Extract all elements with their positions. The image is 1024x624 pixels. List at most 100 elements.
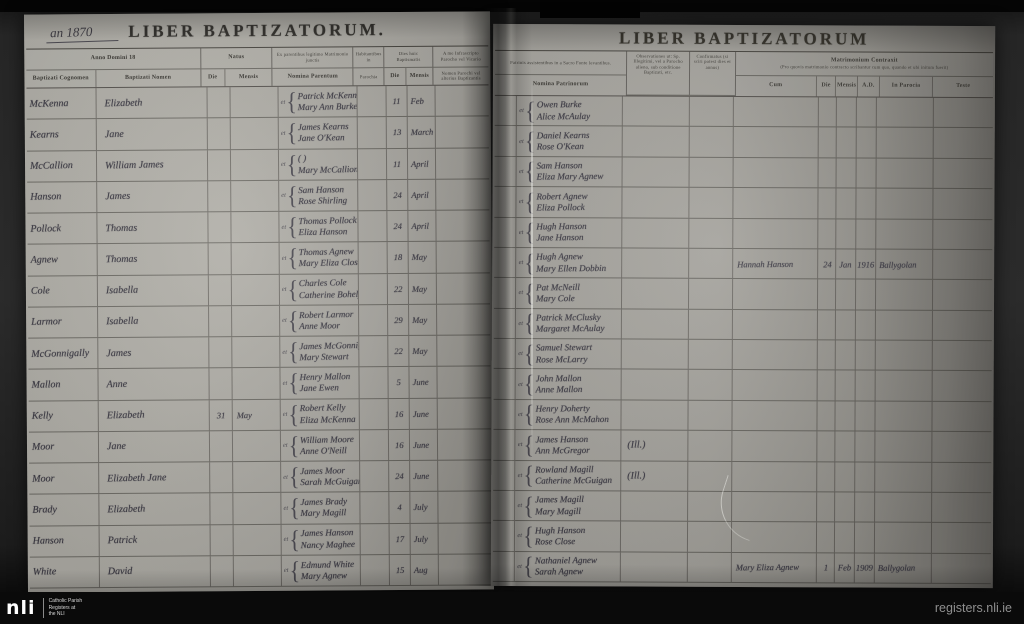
marriage-die-cell (818, 309, 837, 340)
sponsor1-text: John Mallon (535, 372, 582, 384)
marriage-parocia-cell: Ballygolan (874, 553, 932, 583)
marriage-teste-cell (931, 523, 991, 553)
baptism-mensis-text: June (413, 470, 430, 482)
brace-glyph: { (289, 493, 300, 522)
site-url-text: registers.nli.ie (934, 601, 1012, 615)
sponsor-row: et { Hugh Hanson Rose Close (492, 521, 992, 554)
natus-mensis-cell (231, 211, 280, 243)
sponsor2-text: Rose O'Kean (536, 141, 584, 152)
natus-die-cell (209, 274, 233, 306)
marriage-parocia-cell (876, 219, 933, 249)
marriage-parocia-cell (876, 127, 934, 158)
marriage-spouse-text: Mary Eliza Agnew (735, 562, 799, 573)
parents-cell: et { Thomas Pollock Eliza Hanson (279, 211, 359, 243)
sponsors-cell: et { James Magill Mary Magill (515, 490, 622, 521)
sponsor2-text: Jane Hanson (535, 232, 584, 243)
marriage-parocia-cell (875, 340, 933, 371)
et-mark: et (518, 350, 523, 358)
baptism-die-text: 22 (393, 283, 403, 294)
et-mark: et (518, 259, 524, 267)
priest-cell (436, 148, 489, 179)
surname-cell: McCallion (26, 150, 98, 182)
habitatio-cell (360, 523, 391, 555)
sponsors-cell: et { Owen Burke Alice McAulay (517, 96, 624, 126)
natus-mensis-cell (232, 274, 281, 305)
surname-text: Brady (32, 504, 58, 516)
given-name-text: David (108, 566, 133, 578)
surname-text: Kelly (31, 410, 54, 422)
marriage-mensis-cell (835, 522, 856, 553)
confirmatus-cell (687, 491, 732, 522)
surname-text: Kearns (29, 129, 59, 141)
marriage-ad-cell (855, 310, 877, 340)
baptism-row: Hanson Patrick et { James Hanson (29, 522, 492, 558)
baptism-die-cell: 11 (387, 148, 409, 179)
left-table-header: Anno Domini 18 Baptizati Cognomen Baptiz… (26, 46, 489, 89)
marriage-ad-cell (856, 279, 877, 310)
marriage-die-text: 1 (823, 562, 828, 573)
marriage-mensis-cell (835, 340, 856, 370)
baptism-row: Pollock Thomas et { Thomas Pollock (27, 210, 490, 245)
right-page: LIBER BAPTIZATORUM Patrinis assistentibu… (490, 23, 996, 589)
marriage-ad-cell (855, 401, 876, 431)
habitatio-cell (359, 492, 390, 523)
natus-mensis-cell (232, 243, 280, 274)
given-name-cell: Jane (99, 431, 211, 463)
baptism-mensis-cell: April (408, 179, 437, 210)
habitatio-cell (358, 304, 389, 336)
surname-text: Hanson (32, 535, 64, 547)
right-page-title: LIBER BAPTIZATORUM (618, 28, 870, 49)
baptism-mensis-cell: June (409, 398, 438, 429)
mother-name-text: Jane Ewen (299, 382, 340, 394)
natus-die-cell (208, 243, 233, 274)
marriage-parocia-cell (875, 522, 932, 553)
baptism-mensis-text: April (411, 189, 430, 200)
sponsor2-text: Eliza Pollock (536, 201, 585, 213)
marriage-teste-cell (933, 250, 993, 280)
header-parents-sub: Nomina Parentum (287, 73, 338, 80)
baptism-row: Agnew Thomas et { Thomas Agnew (27, 241, 490, 277)
sponsor2-text: Mary Magill (534, 505, 581, 516)
confirmatus-cell (687, 552, 732, 582)
marriage-die-cell (819, 97, 837, 127)
sponsor-row: et { Nathaniel Agnew Sarah Agnew (492, 551, 991, 585)
mother-name-text: Mary Ann Burke (297, 101, 358, 113)
marriage-teste-cell (932, 280, 992, 310)
brace-glyph: { (524, 278, 535, 307)
parents-cell: et { Edmund White Mary Agnew (281, 555, 361, 586)
marriage-mensis-text: Feb (837, 562, 852, 573)
marriage-mensis-cell (835, 310, 857, 340)
marriage-ad-cell (856, 188, 877, 219)
father-name-text: Charles Cole (299, 277, 347, 289)
mother-name-text: Anne O'Neill (300, 444, 348, 456)
parents-cell: et { James Moor Sarah McGuigan (281, 461, 360, 493)
mother-name-text: Catherine Bohely (299, 288, 359, 300)
natus-mensis-cell (232, 336, 281, 368)
marriage-spouse-cell (731, 431, 818, 461)
confirmatus-cell (689, 127, 734, 157)
given-name-cell: James (98, 337, 210, 369)
entry-number-cell (493, 369, 517, 399)
baptism-die-text: 24 (395, 471, 404, 482)
marriage-parocia-cell (875, 462, 932, 492)
baptism-die-text: 18 (393, 252, 403, 263)
priest-cell (436, 117, 489, 148)
parents-cell: et { Sam Hanson Rose Shirling (279, 180, 358, 211)
baptism-row: Hanson James et { Sam Hanson (27, 179, 490, 214)
brace-glyph: { (289, 524, 301, 554)
sponsor-row: et { James Magill Mary Magill (493, 490, 992, 524)
header-matrimonium-note: (Pro quovis matrimonio contracto scriban… (780, 64, 949, 70)
baptism-die-cell: 22 (388, 335, 410, 367)
marriage-spouse-cell (733, 127, 820, 158)
et-mark: et (517, 441, 523, 449)
natus-mensis-cell (234, 555, 282, 587)
marriage-mensis-cell (835, 492, 856, 522)
header-confirmatus: Confirmatus (si sciri potest dies et ann… (689, 51, 736, 96)
marriage-mensis-cell (836, 158, 857, 188)
marriage-parocia-cell (875, 431, 932, 462)
sponsor1-text: James Hanson (535, 433, 588, 445)
header-parents-title: Ex parentibus legitimo Matrimonio juncti… (276, 51, 349, 63)
marriage-spouse-text: Hannah Hanson (736, 258, 793, 269)
natus-die-cell: 31 (210, 399, 234, 431)
marriage-die-cell (818, 279, 837, 310)
